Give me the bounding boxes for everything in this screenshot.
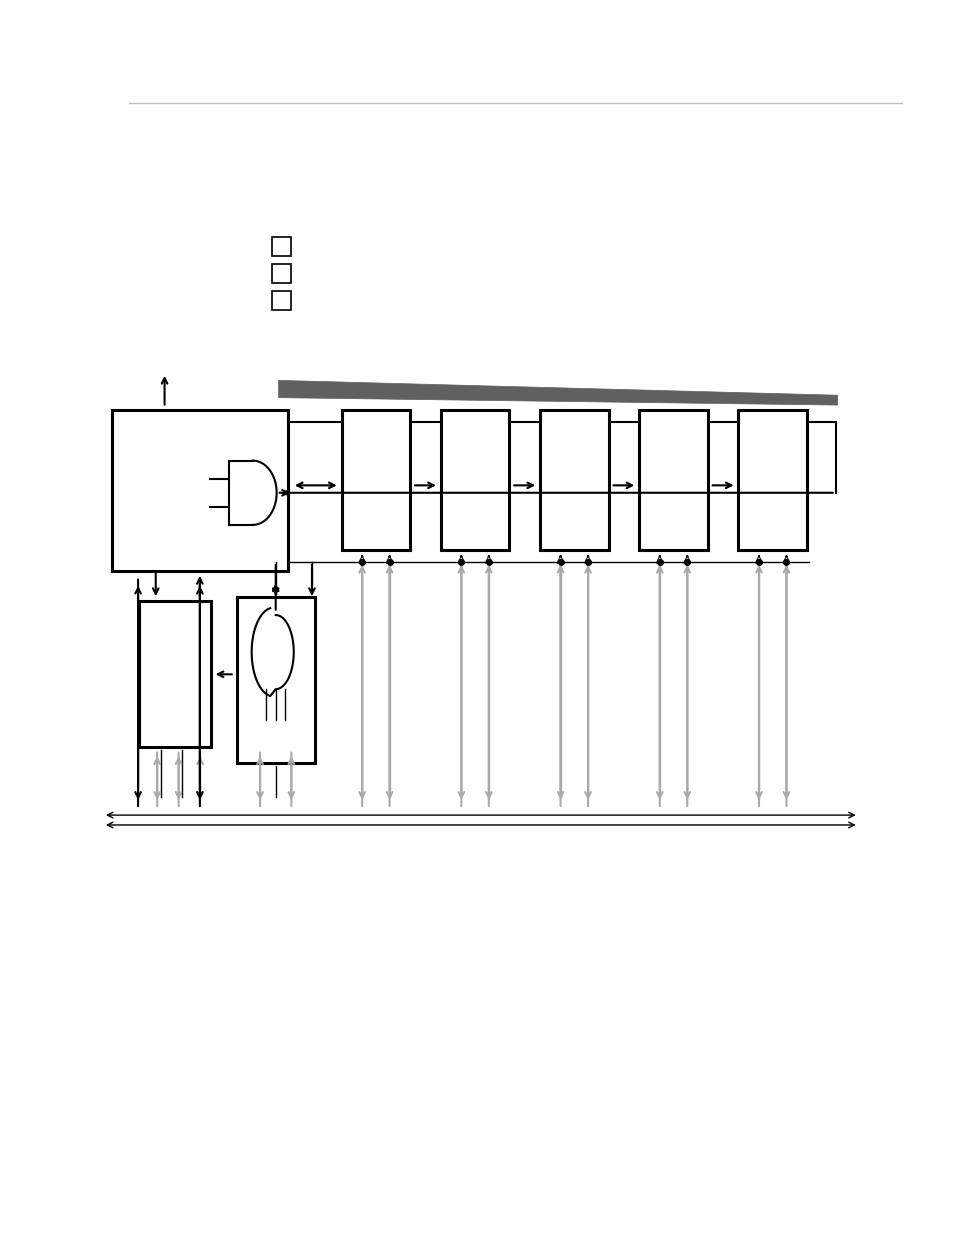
Bar [272, 264, 291, 283]
Bar [738, 410, 806, 550]
Bar [272, 291, 291, 310]
Bar [272, 237, 291, 256]
Bar [112, 410, 288, 571]
Bar [341, 410, 410, 550]
Bar [639, 410, 707, 550]
Bar [539, 410, 608, 550]
Polygon shape [278, 380, 837, 405]
Bar [139, 601, 211, 747]
Bar [236, 597, 314, 763]
Bar [440, 410, 509, 550]
